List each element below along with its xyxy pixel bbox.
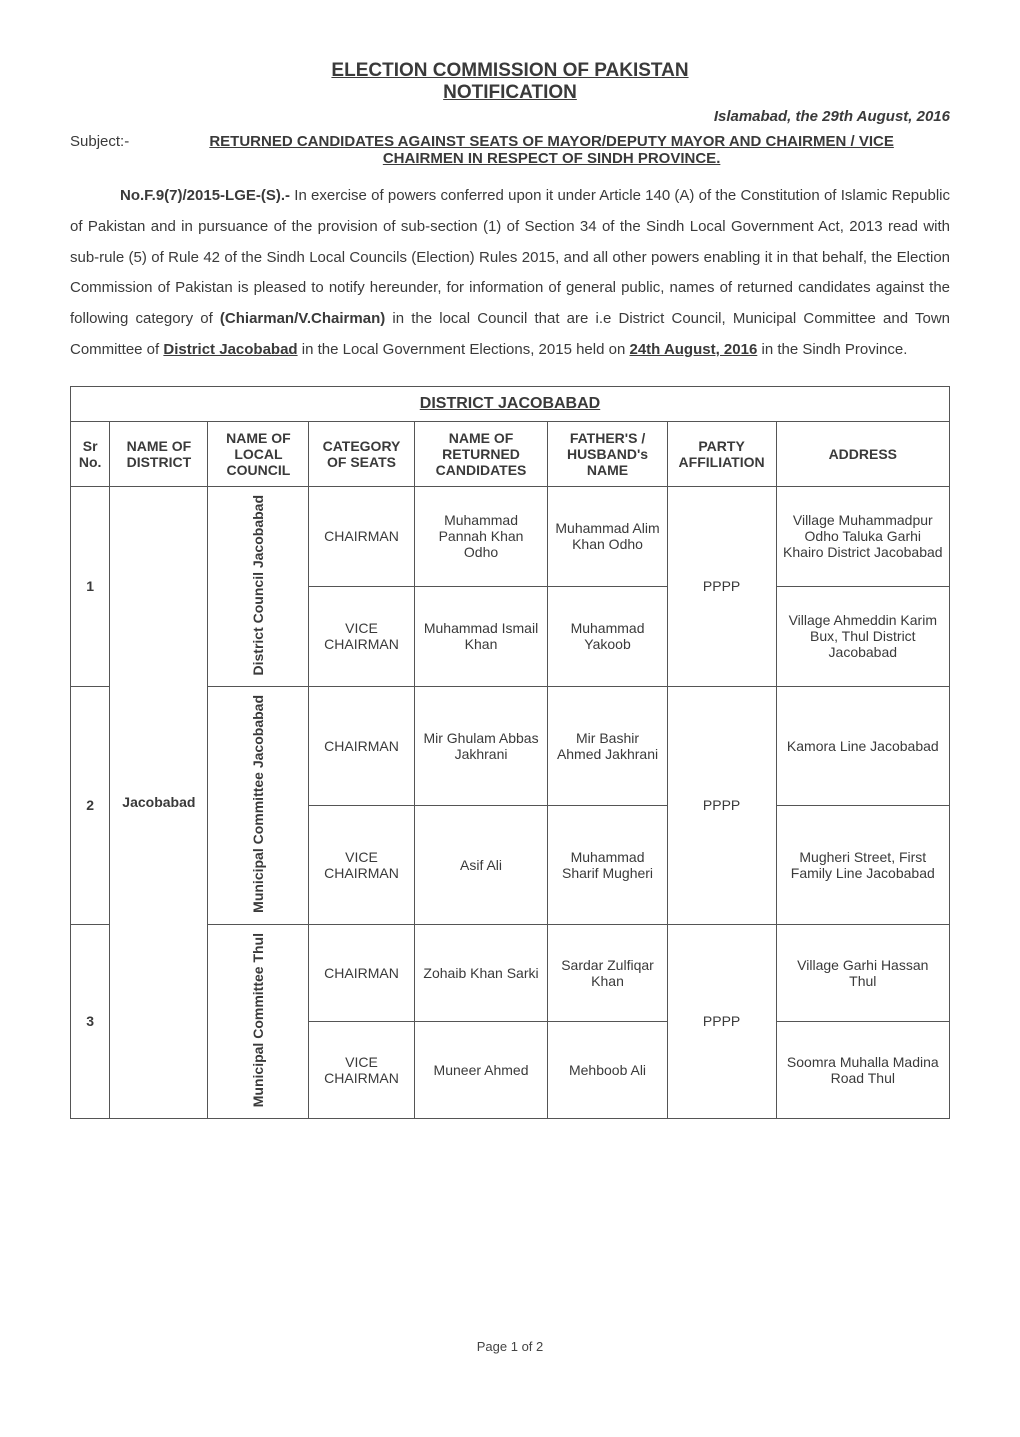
district-underline: District Jacobabad xyxy=(163,341,297,358)
cell-candidate: Muneer Ahmed xyxy=(414,1021,548,1118)
col-candidate: NAME OF RETURNED CANDIDATES xyxy=(414,421,548,486)
cell-father: Sardar Zulfiqar Khan xyxy=(548,924,667,1021)
table-title-row: DISTRICT JACOBABAD xyxy=(71,386,950,421)
col-address: ADDRESS xyxy=(776,421,949,486)
subject-line-1: RETURNED CANDIDATES AGAINST SEATS OF MAY… xyxy=(209,133,894,150)
council-vertical: Municipal Committee Jacobabad xyxy=(250,695,266,913)
body-p4: in the Sindh Province. xyxy=(761,341,907,358)
candidates-table: DISTRICT JACOBABAD Sr No. NAME OF DISTRI… xyxy=(70,386,950,1120)
cell-party: PPPP xyxy=(667,686,776,924)
cell-candidate: Muhammad Ismail Khan xyxy=(414,586,548,686)
cell-father: Muhammad Yakoob xyxy=(548,586,667,686)
subject-label: Subject:- xyxy=(70,133,129,167)
cell-father: Muhammad Alim Khan Odho xyxy=(548,486,667,586)
title-line-1: ELECTION COMMISSION OF PAKISTAN xyxy=(70,60,950,82)
reference-no: No.F.9(7)/2015-LGE-(S).- xyxy=(120,187,290,204)
cell-candidate: Muhammad Pannah Khan Odho xyxy=(414,486,548,586)
cell-council: Municipal Committee Jacobabad xyxy=(208,686,309,924)
table-header-row: Sr No. NAME OF DISTRICT NAME OF LOCAL CO… xyxy=(71,421,950,486)
cell-address: Village Muhammadpur Odho Taluka Garhi Kh… xyxy=(776,486,949,586)
cell-district: Jacobabad xyxy=(110,486,208,1119)
cell-father: Mehboob Ali xyxy=(548,1021,667,1118)
cell-address: Village Ahmeddin Karim Bux, Thul Distric… xyxy=(776,586,949,686)
cell-address: Village Garhi Hassan Thul xyxy=(776,924,949,1021)
cell-candidate: Zohaib Khan Sarki xyxy=(414,924,548,1021)
cell-council: Municipal Committee Thul xyxy=(208,924,309,1118)
cell-party: PPPP xyxy=(667,924,776,1118)
cell-sr: 3 xyxy=(71,924,110,1118)
col-council: NAME OF LOCAL COUNCIL xyxy=(208,421,309,486)
col-sr: Sr No. xyxy=(71,421,110,486)
cell-address: Kamora Line Jacobabad xyxy=(776,686,949,805)
subject-text: RETURNED CANDIDATES AGAINST SEATS OF MAY… xyxy=(153,133,950,167)
col-district: NAME OF DISTRICT xyxy=(110,421,208,486)
subject-row: Subject:- RETURNED CANDIDATES AGAINST SE… xyxy=(70,133,950,167)
subject-line-2: CHAIRMEN IN RESPECT OF SINDH PROVINCE. xyxy=(383,150,721,167)
cell-council: District Council Jacobabad xyxy=(208,486,309,686)
issue-date: Islamabad, the 29th August, 2016 xyxy=(70,108,950,125)
col-party: PARTY AFFILIATION xyxy=(667,421,776,486)
col-father: FATHER'S / HUSBAND's NAME xyxy=(548,421,667,486)
cell-category: CHAIRMAN xyxy=(309,924,414,1021)
cell-category: VICE CHAIRMAN xyxy=(309,805,414,924)
cell-father: Muhammad Sharif Mugheri xyxy=(548,805,667,924)
body-p1: In exercise of powers conferred upon it … xyxy=(70,187,950,327)
cell-sr: 1 xyxy=(71,486,110,686)
cell-address: Soomra Muhalla Madina Road Thul xyxy=(776,1021,949,1118)
title-line-2: NOTIFICATION xyxy=(70,82,950,104)
cell-candidate: Mir Ghulam Abbas Jakhrani xyxy=(414,686,548,805)
body-paragraph: No.F.9(7)/2015-LGE-(S).- In exercise of … xyxy=(70,181,950,366)
table-title: DISTRICT JACOBABAD xyxy=(71,386,950,421)
election-date-underline: 24th August, 2016 xyxy=(629,341,757,358)
title-block: ELECTION COMMISSION OF PAKISTAN NOTIFICA… xyxy=(70,60,950,104)
cell-sr: 2 xyxy=(71,686,110,924)
council-vertical: Municipal Committee Thul xyxy=(250,933,266,1107)
cell-category: VICE CHAIRMAN xyxy=(309,586,414,686)
page-footer: Page 1 of 2 xyxy=(70,1339,950,1354)
cell-address: Mugheri Street, First Family Line Jacoba… xyxy=(776,805,949,924)
table-row: 1 Jacobabad District Council Jacobabad C… xyxy=(71,486,950,586)
cell-category: CHAIRMAN xyxy=(309,486,414,586)
cell-category: VICE CHAIRMAN xyxy=(309,1021,414,1118)
cell-candidate: Asif Ali xyxy=(414,805,548,924)
body-p3: in the Local Government Elections, 2015 … xyxy=(302,341,630,358)
council-vertical: District Council Jacobabad xyxy=(250,495,266,675)
cell-father: Mir Bashir Ahmed Jakhrani xyxy=(548,686,667,805)
category-bold: (Chiarman/V.Chairman) xyxy=(220,310,385,327)
cell-party: PPPP xyxy=(667,486,776,686)
page: ELECTION COMMISSION OF PAKISTAN NOTIFICA… xyxy=(0,0,1020,1394)
col-category: CATEGORY OF SEATS xyxy=(309,421,414,486)
cell-category: CHAIRMAN xyxy=(309,686,414,805)
